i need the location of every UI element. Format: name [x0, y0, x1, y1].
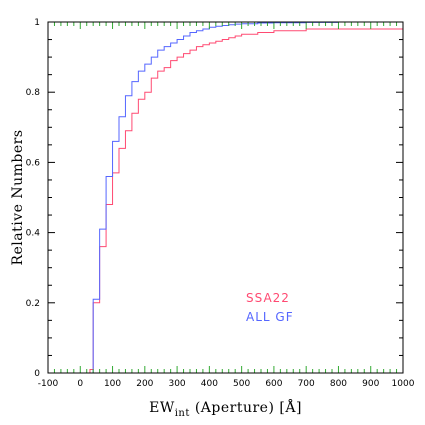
- x-tick-label: 600: [265, 379, 282, 389]
- y-tick-label: 0.6: [26, 158, 41, 168]
- legend-entry-ssa22: SSA22: [246, 291, 290, 305]
- x-axis-title-main: EW: [149, 400, 175, 416]
- plot-frame: [47, 21, 404, 374]
- x-tick-label: 700: [298, 379, 315, 389]
- x-tick-label: 900: [362, 379, 379, 389]
- x-tick-label: 200: [136, 379, 153, 389]
- x-tick-label: 0: [77, 379, 83, 389]
- x-tick-label: -100: [38, 379, 59, 389]
- x-tick-label: 800: [330, 379, 347, 389]
- x-tick-label: 500: [233, 379, 250, 389]
- y-tick-label: 0: [34, 369, 40, 379]
- y-axis-title: Relative Numbers: [10, 129, 26, 265]
- labels-layer: -100 0 100 200 300 400 500 600 700 800 900 100000.2…: [26, 18, 415, 389]
- legend-entry-all-gf: ALL GF: [246, 310, 294, 324]
- x-axis-title: EWint (Aperture) [Å]: [149, 398, 302, 419]
- x-tick-label: 300: [168, 379, 185, 389]
- y-tick-label: 0.4: [26, 229, 41, 239]
- y-tick-label: 1: [34, 18, 40, 28]
- x-tick-label: 100: [104, 379, 121, 389]
- y-tick-label: 0.8: [26, 88, 41, 98]
- x-axis-title-rest: (Aperture) [Å]: [190, 398, 302, 416]
- x-tick-label: 400: [201, 379, 218, 389]
- ticks-layer: [47, 21, 404, 374]
- x-tick-label: 1000: [392, 379, 415, 389]
- x-axis-title-subscript: int: [175, 408, 190, 419]
- series-line-ssa22: [48, 28, 403, 374]
- y-tick-label: 0.2: [26, 299, 40, 309]
